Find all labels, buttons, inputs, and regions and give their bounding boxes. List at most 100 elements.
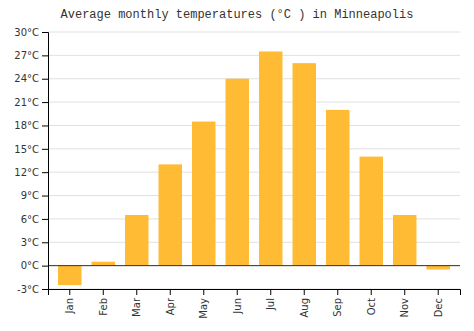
y-axis: -3°C 0°C 3°C 6°C 9°C 12°C 15°C 18°C 21°C 24°C 27°C… bbox=[14, 27, 48, 295]
y-tick-mark bbox=[42, 32, 48, 33]
x-tick-mark bbox=[270, 289, 271, 295]
x-tick-label: Jul bbox=[265, 298, 276, 311]
y-tick-label: 21°C bbox=[14, 97, 39, 108]
x-tick-label: Jun bbox=[232, 298, 243, 315]
x-tick-mark bbox=[203, 289, 204, 295]
y-tick-mark bbox=[42, 102, 48, 103]
grid bbox=[48, 32, 460, 289]
y-tick-mark bbox=[42, 219, 48, 220]
x-tick-mark bbox=[69, 289, 70, 295]
y-axis-line bbox=[42, 33, 49, 290]
y-tick: 21°C bbox=[14, 97, 48, 108]
x-tick-mark bbox=[371, 289, 372, 295]
y-tick: 24°C bbox=[14, 73, 48, 84]
bar bbox=[259, 51, 282, 265]
x-tick-label: Oct bbox=[366, 298, 377, 315]
y-tick-mark bbox=[42, 55, 48, 56]
bar bbox=[58, 266, 81, 285]
chart-svg: Average monthly temperatures (°C ) in Mi… bbox=[0, 0, 474, 331]
grid-line bbox=[48, 265, 460, 266]
x-tick-label: Jan bbox=[64, 298, 75, 314]
y-tick-mark bbox=[42, 266, 48, 267]
grid-line bbox=[48, 32, 460, 33]
bar bbox=[360, 157, 383, 266]
x-tick: Mar bbox=[131, 289, 142, 317]
bar bbox=[125, 215, 148, 266]
x-tick-label: Aug bbox=[299, 298, 310, 318]
y-tick-label: 27°C bbox=[14, 50, 39, 61]
x-tick-mark bbox=[237, 289, 238, 295]
y-tick: 9°C bbox=[21, 190, 48, 201]
x-tick: Dec bbox=[433, 289, 444, 317]
bar bbox=[393, 215, 416, 266]
x-tick-mark bbox=[304, 289, 305, 295]
x-axis: Jan Feb Mar Apr May Jun Jul Aug Sep Oct Nov Dec bbox=[49, 289, 461, 319]
x-tick-label: Sep bbox=[332, 298, 343, 317]
y-tick: 0°C bbox=[21, 260, 48, 271]
x-tick-mark bbox=[170, 289, 171, 295]
bar bbox=[92, 262, 115, 266]
grid-line bbox=[48, 125, 460, 126]
grid-line bbox=[48, 148, 460, 149]
y-tick-label: 18°C bbox=[14, 120, 39, 131]
x-tick: Nov bbox=[399, 289, 410, 318]
y-tick: 18°C bbox=[14, 120, 48, 131]
x-tick: Apr bbox=[165, 289, 176, 315]
y-tick: 15°C bbox=[14, 144, 48, 155]
bars bbox=[58, 51, 450, 285]
bar bbox=[326, 110, 349, 266]
x-tick: May bbox=[198, 289, 209, 319]
x-axis-line bbox=[49, 290, 461, 296]
x-tick: Jul bbox=[265, 289, 276, 311]
y-tick-mark bbox=[42, 172, 48, 173]
chart-container: Average monthly temperatures (°C ) in Mi… bbox=[0, 0, 474, 331]
y-tick: 30°C bbox=[14, 27, 48, 38]
y-tick-label: 9°C bbox=[21, 190, 39, 201]
y-tick: 27°C bbox=[14, 50, 48, 61]
zero-line bbox=[48, 265, 460, 266]
x-tick-label: May bbox=[198, 298, 209, 319]
x-tick: Aug bbox=[299, 289, 310, 318]
x-tick-label: Feb bbox=[98, 298, 109, 316]
x-tick-label: Mar bbox=[131, 297, 142, 317]
x-tick-mark bbox=[438, 289, 439, 295]
y-tick-label: 6°C bbox=[21, 214, 39, 225]
bar bbox=[159, 164, 182, 265]
y-tick-mark bbox=[42, 79, 48, 80]
y-tick: -3°C bbox=[17, 284, 48, 295]
y-tick-label: 30°C bbox=[14, 27, 39, 38]
grid-line bbox=[48, 78, 460, 79]
x-tick: Feb bbox=[98, 289, 109, 316]
y-tick-mark bbox=[42, 289, 48, 290]
grid-line bbox=[48, 102, 460, 103]
x-tick: Jun bbox=[232, 289, 243, 315]
y-tick-mark bbox=[42, 125, 48, 126]
y-tick: 12°C bbox=[14, 167, 48, 178]
x-tick-label: Dec bbox=[433, 298, 444, 317]
x-tick: Jan bbox=[64, 289, 75, 314]
y-tick: 3°C bbox=[21, 237, 48, 248]
y-tick-label: -3°C bbox=[17, 284, 39, 295]
y-tick: 6°C bbox=[21, 214, 48, 225]
bar bbox=[192, 122, 215, 266]
x-tick-label: Nov bbox=[399, 298, 410, 318]
plot-area: -3°C 0°C 3°C 6°C 9°C 12°C 15°C 18°C 21°C 24°C 27°C… bbox=[14, 27, 460, 319]
bar bbox=[427, 266, 450, 270]
bar bbox=[293, 63, 316, 265]
grid-line bbox=[48, 195, 460, 196]
y-tick-label: 3°C bbox=[21, 237, 39, 248]
y-tick-label: 0°C bbox=[21, 260, 39, 271]
grid-line bbox=[48, 55, 460, 56]
x-tick-mark bbox=[404, 289, 405, 295]
y-tick-label: 15°C bbox=[14, 144, 39, 155]
x-tick: Sep bbox=[332, 289, 343, 317]
bar bbox=[226, 79, 249, 266]
y-tick-label: 24°C bbox=[14, 73, 39, 84]
grid-line bbox=[48, 172, 460, 173]
y-tick-mark bbox=[42, 149, 48, 150]
x-tick-label: Apr bbox=[165, 297, 176, 315]
y-tick-mark bbox=[42, 242, 48, 243]
y-tick-label: 12°C bbox=[14, 167, 39, 178]
x-tick-mark bbox=[103, 289, 104, 295]
chart-title: Average monthly temperatures (°C ) in Mi… bbox=[61, 8, 414, 22]
